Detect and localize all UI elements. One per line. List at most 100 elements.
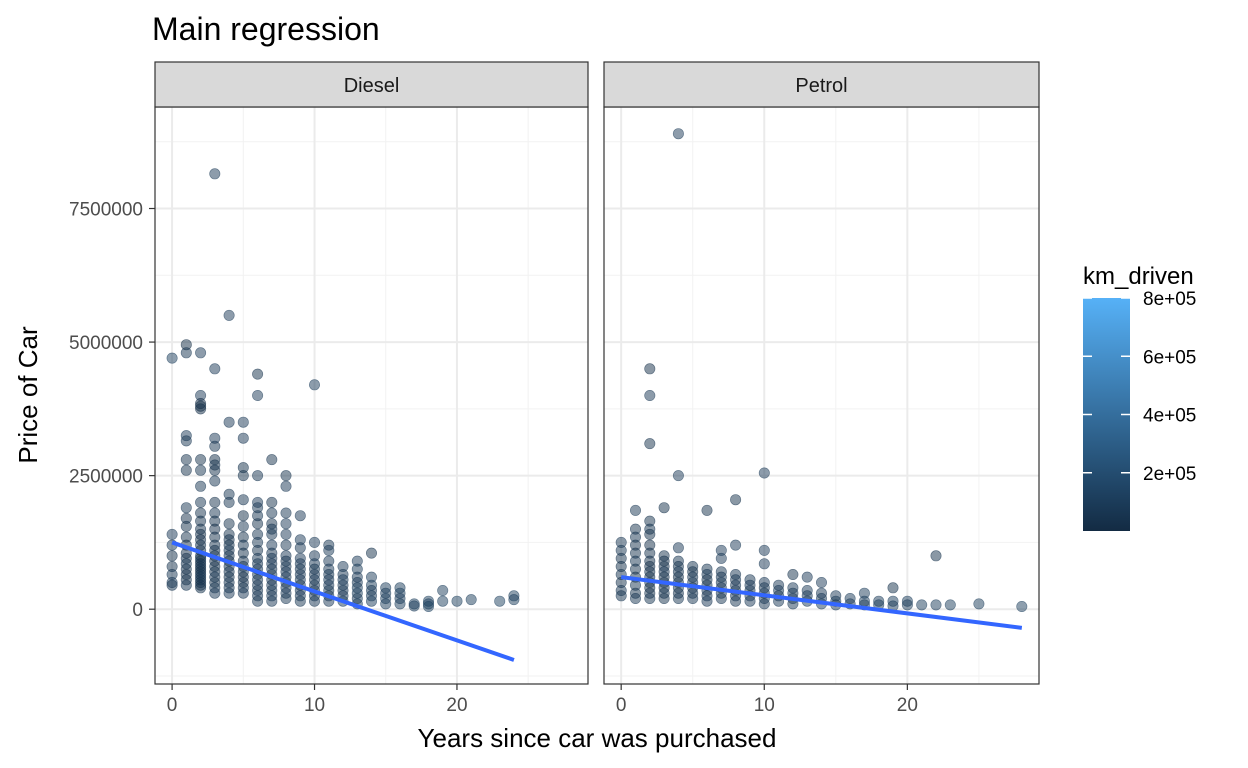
legend-tick-label: 2e+05 (1143, 464, 1196, 485)
data-point (252, 389, 264, 401)
data-point (180, 454, 192, 466)
data-point (195, 464, 207, 476)
legend-tick-label: 4e+05 (1143, 406, 1196, 427)
data-point (701, 595, 713, 607)
data-point (252, 368, 264, 380)
data-point (658, 592, 670, 604)
data-point (237, 416, 249, 428)
facet-strip (603, 61, 1040, 108)
data-point (730, 539, 742, 551)
data-point (758, 598, 770, 610)
data-point (237, 470, 249, 482)
y-tick-label: 0 (132, 600, 143, 621)
legend-title: km_driven (1083, 263, 1194, 290)
data-point (209, 168, 221, 180)
data-point (644, 363, 656, 375)
data-point (195, 403, 207, 415)
data-point (930, 599, 942, 611)
data-point (365, 595, 377, 607)
data-point (209, 440, 221, 452)
data-point (209, 496, 221, 508)
x-tick-label: 10 (304, 695, 325, 716)
data-point (280, 592, 292, 604)
data-point (180, 464, 192, 476)
data-point (629, 592, 641, 604)
data-point (166, 352, 178, 364)
facet-panels: Diesel Petrol (154, 61, 1040, 685)
legend-tick-label: 6e+05 (1143, 347, 1196, 368)
data-point (280, 528, 292, 540)
data-point (308, 536, 320, 548)
data-point (294, 510, 306, 522)
data-point (180, 435, 192, 447)
data-point (701, 504, 713, 516)
data-point (252, 595, 264, 607)
data-point (252, 470, 264, 482)
y-axis-title: Price of Car (13, 326, 43, 464)
facet-strip (154, 61, 589, 108)
data-point (280, 470, 292, 482)
chart-title: Main regression (152, 11, 380, 47)
data-point (223, 496, 235, 508)
data-point (166, 528, 178, 540)
data-point (266, 595, 278, 607)
data-point (730, 595, 742, 607)
x-tick-label: 0 (167, 695, 178, 716)
data-point (758, 558, 770, 570)
data-point (672, 592, 684, 604)
data-point (916, 599, 928, 611)
data-point (644, 389, 656, 401)
data-point (237, 494, 249, 506)
data-point (365, 547, 377, 559)
data-point (380, 598, 392, 610)
data-point (758, 544, 770, 556)
data-point (422, 600, 434, 612)
data-point (494, 595, 506, 607)
data-point (195, 496, 207, 508)
x-tick-label: 0 (616, 695, 627, 716)
data-point (180, 579, 192, 591)
data-point (944, 599, 956, 611)
data-point (280, 480, 292, 492)
data-point (758, 467, 770, 479)
data-point (437, 595, 449, 607)
data-point (195, 347, 207, 359)
data-point (266, 507, 278, 519)
x-tick-label: 20 (446, 695, 467, 716)
legend-tick-label: 8e+05 (1143, 289, 1196, 310)
x-axes: 0 10 20 0 10 20 (167, 684, 918, 716)
data-point (408, 600, 420, 612)
data-point (294, 595, 306, 607)
data-point (973, 598, 985, 610)
data-point (180, 347, 192, 359)
data-point (237, 432, 249, 444)
data-point (629, 504, 641, 516)
data-point (451, 595, 463, 607)
x-tick-label: 20 (897, 695, 918, 716)
regression-line (171, 540, 515, 662)
facet-strip-label: Petrol (795, 75, 847, 97)
data-point (280, 507, 292, 519)
data-point (394, 598, 406, 610)
data-point (180, 520, 192, 532)
data-point (715, 552, 727, 564)
data-point (901, 599, 913, 611)
data-point (237, 520, 249, 532)
y-tick-label: 7500000 (69, 200, 143, 221)
legend-ticks: 2e+05 4e+05 6e+05 8e+05 (1083, 289, 1196, 485)
data-point (280, 518, 292, 530)
data-point (237, 510, 249, 522)
data-point (209, 587, 221, 599)
facet-panel-petrol: Petrol (603, 61, 1040, 685)
facet-panel-diesel: Diesel (154, 61, 589, 685)
y-axis: 0 2500000 5000000 7500000 (69, 200, 155, 621)
facet-strip-label: Diesel (344, 75, 400, 97)
data-point (252, 518, 264, 530)
data-point (615, 590, 627, 602)
data-point (166, 579, 178, 591)
data-point (195, 480, 207, 492)
data-point (266, 496, 278, 508)
data-point (715, 592, 727, 604)
data-point (266, 454, 278, 466)
